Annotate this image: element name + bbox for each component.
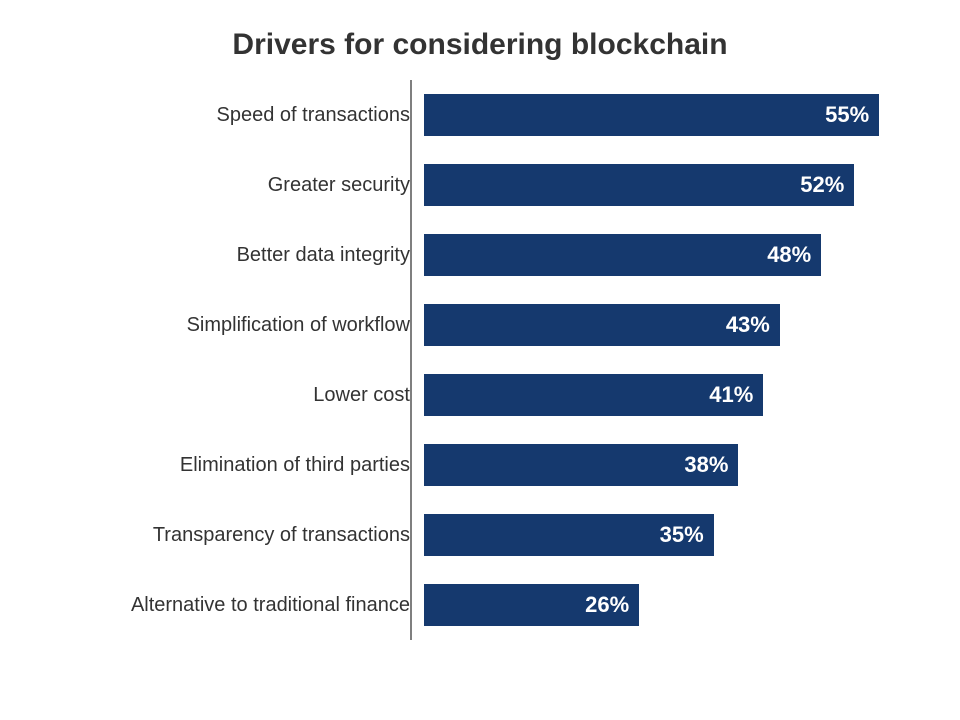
bar-track: 52% — [424, 164, 890, 206]
chart-container: Drivers for considering blockchain Speed… — [0, 0, 960, 720]
bar-track: 41% — [424, 374, 890, 416]
bar: 35% — [424, 514, 714, 556]
category-label: Alternative to traditional finance — [70, 594, 424, 617]
chart-row: Alternative to traditional finance 26% — [70, 584, 890, 626]
bar: 26% — [424, 584, 639, 626]
category-label: Transparency of transactions — [70, 524, 424, 547]
category-label: Better data integrity — [70, 244, 424, 267]
category-label: Simplification of workflow — [70, 314, 424, 337]
bar: 48% — [424, 234, 821, 276]
category-label: Lower cost — [70, 384, 424, 407]
bar: 55% — [424, 94, 879, 136]
value-label: 35% — [660, 522, 704, 548]
category-label: Speed of transactions — [70, 104, 424, 127]
bar-track: 26% — [424, 584, 890, 626]
value-label: 55% — [825, 102, 869, 128]
value-label: 41% — [709, 382, 753, 408]
bar-track: 35% — [424, 514, 890, 556]
bar: 43% — [424, 304, 780, 346]
value-label: 26% — [585, 592, 629, 618]
bar-track: 43% — [424, 304, 890, 346]
value-label: 48% — [767, 242, 811, 268]
bar: 41% — [424, 374, 763, 416]
value-label: 38% — [684, 452, 728, 478]
bar: 38% — [424, 444, 738, 486]
value-label: 43% — [726, 312, 770, 338]
chart-title: Drivers for considering blockchain — [0, 0, 960, 80]
bar-track: 55% — [424, 94, 890, 136]
category-label: Greater security — [70, 174, 424, 197]
chart-row: Simplification of workflow 43% — [70, 304, 890, 346]
category-label: Elimination of third parties — [70, 454, 424, 477]
plot-area: Speed of transactions 55% Greater security… — [70, 80, 890, 640]
chart-row: Better data integrity 48% — [70, 234, 890, 276]
chart-row: Lower cost 41% — [70, 374, 890, 416]
bar-track: 48% — [424, 234, 890, 276]
chart-row: Transparency of transactions 35% — [70, 514, 890, 556]
bar: 52% — [424, 164, 854, 206]
chart-row: Speed of transactions 55% — [70, 94, 890, 136]
value-label: 52% — [800, 172, 844, 198]
bar-track: 38% — [424, 444, 890, 486]
chart-row: Elimination of third parties 38% — [70, 444, 890, 486]
chart-row: Greater security 52% — [70, 164, 890, 206]
